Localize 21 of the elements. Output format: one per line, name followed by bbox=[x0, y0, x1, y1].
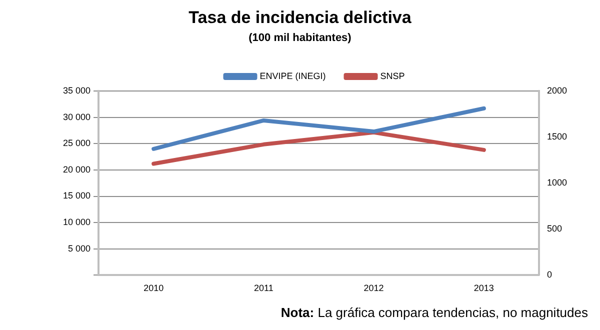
y-tick-label: 15 000 bbox=[62, 190, 91, 201]
x-tick-label: 2013 bbox=[474, 283, 494, 294]
legend-label: ENVIPE (INEGI) bbox=[260, 70, 326, 81]
y-tick-label: 30 000 bbox=[62, 112, 91, 122]
y-tick-label: 20 000 bbox=[62, 164, 91, 174]
y-tick-label: 25 000 bbox=[62, 138, 91, 148]
y-tick-label: 5 000 bbox=[68, 243, 91, 254]
y-tick-label: 10 000 bbox=[62, 217, 91, 228]
x-tick-label: 2010 bbox=[144, 283, 164, 294]
legend-label: SNSP bbox=[380, 70, 405, 81]
y2-tick-label: 0 bbox=[546, 270, 552, 280]
chart-title: Tasa de incidencia delictiva bbox=[188, 8, 412, 28]
chart-subtitle: (100 mil habitantes) bbox=[248, 32, 352, 44]
x-tick-label: 2012 bbox=[364, 283, 384, 294]
y2-tick-label: 2000 bbox=[546, 85, 568, 96]
y2-tick-label: 1500 bbox=[546, 132, 568, 142]
y2-tick-label: 1000 bbox=[546, 178, 568, 188]
text: Nota: La gráfica compara tendencias, no magnitudes bbox=[280, 305, 588, 320]
y2-tick-label: 500 bbox=[546, 224, 562, 234]
y-tick-label: 35 000 bbox=[62, 85, 91, 96]
x-tick-label: 2011 bbox=[254, 283, 274, 294]
